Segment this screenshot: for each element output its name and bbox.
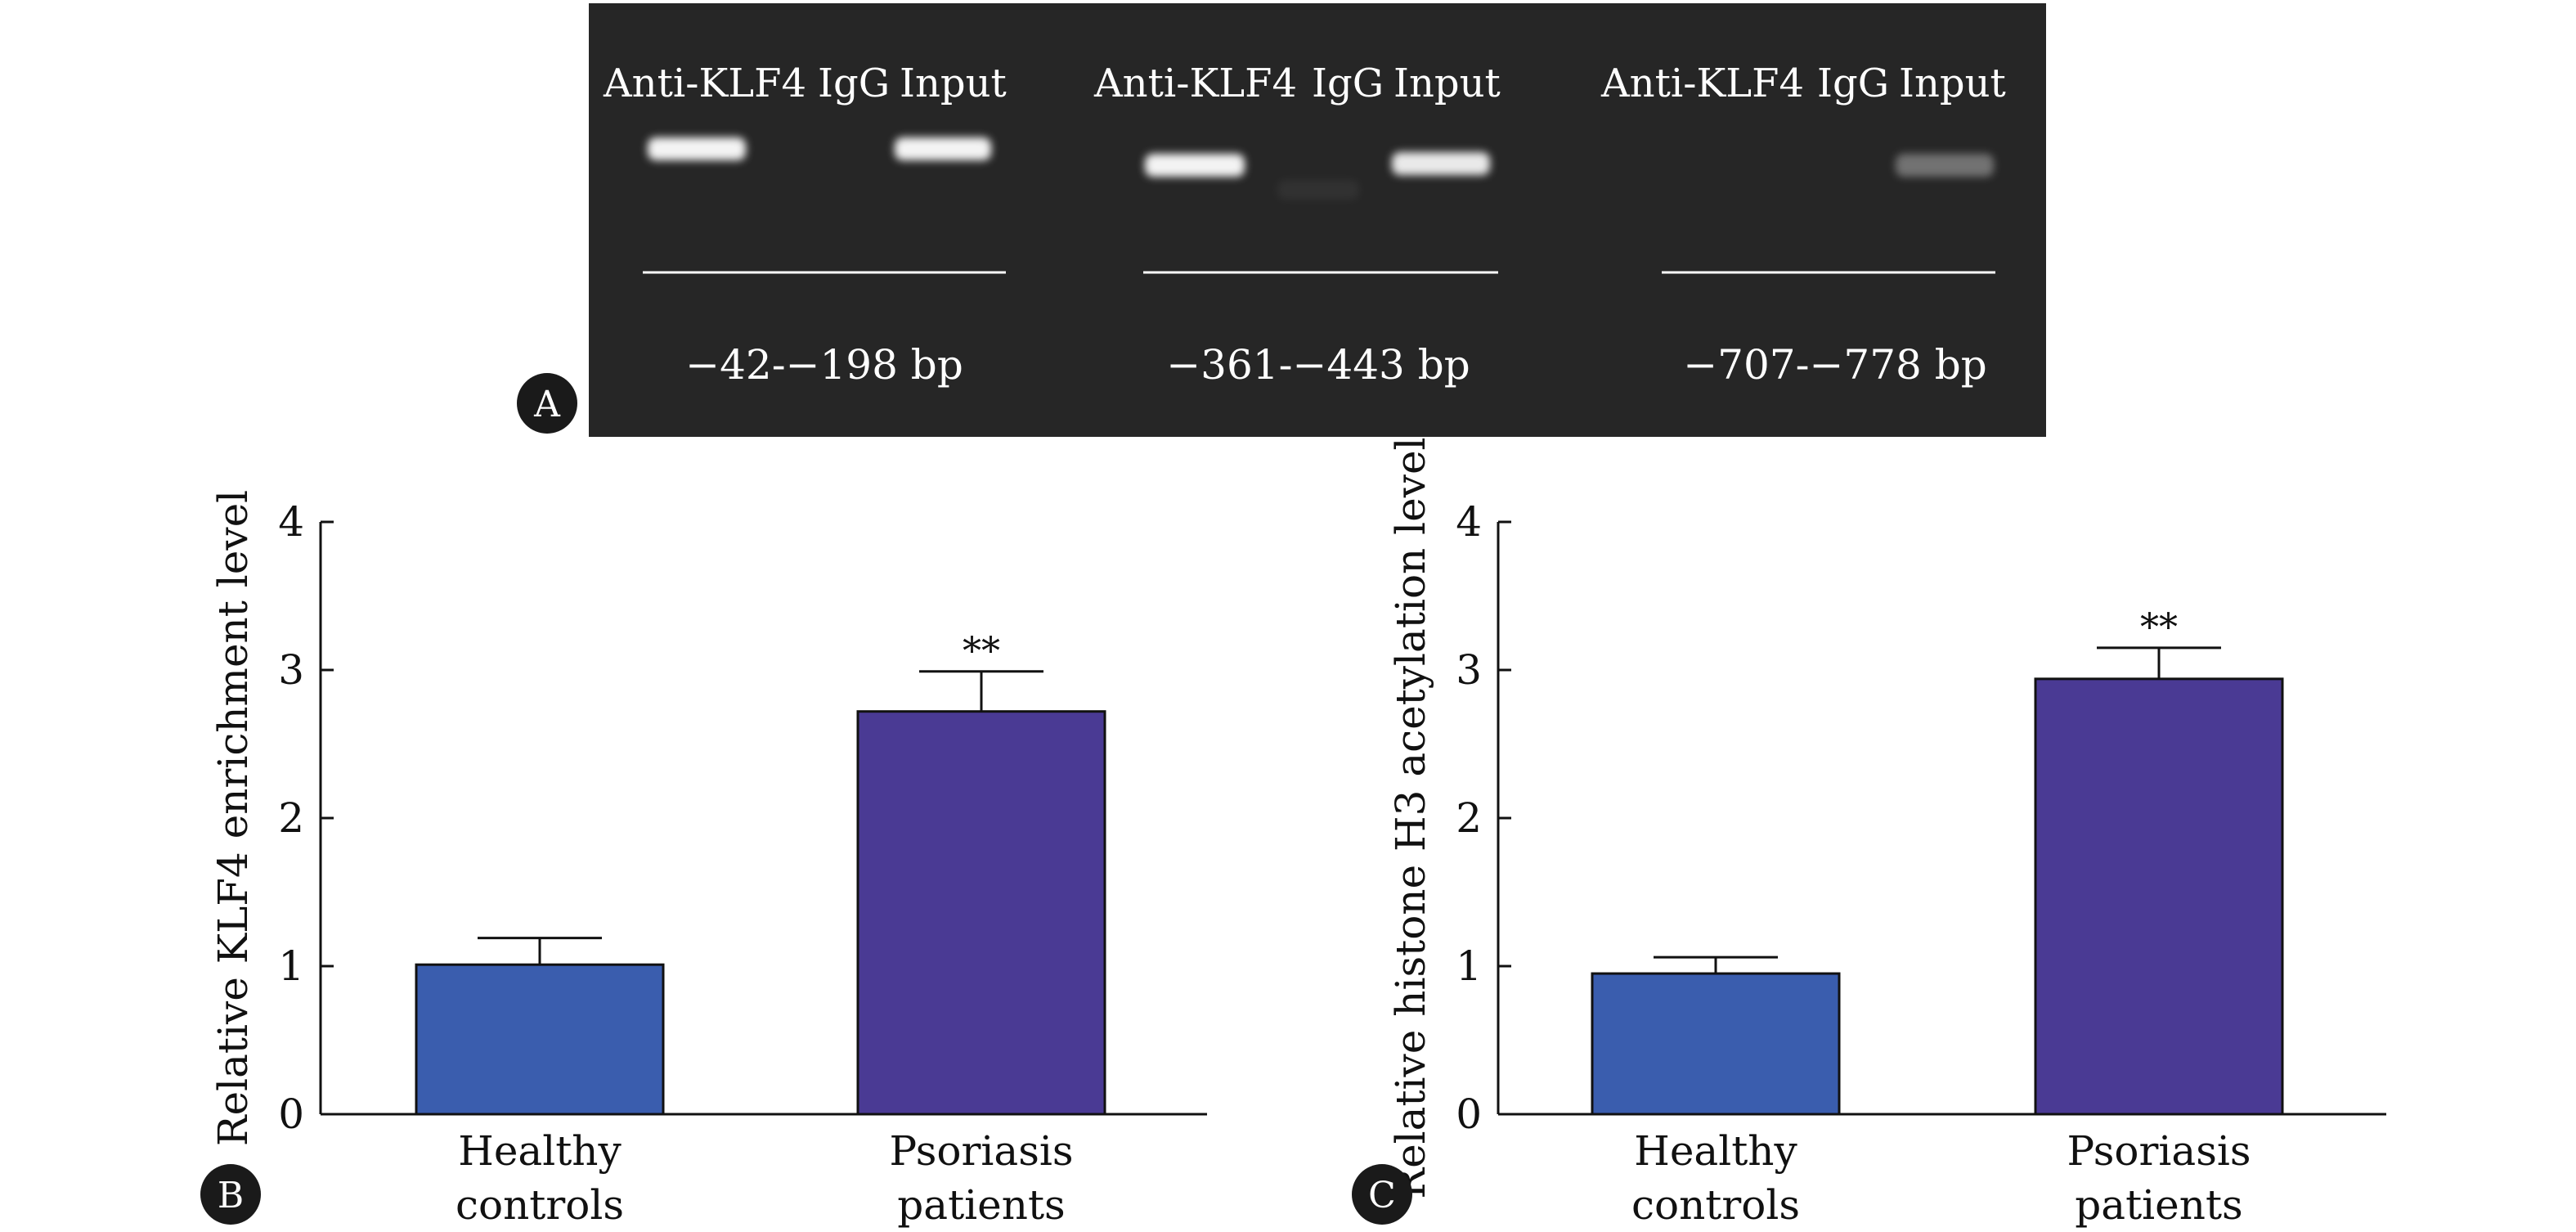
gel-region-label: −707-−778 bp xyxy=(1683,341,1986,389)
svg-text:C: C xyxy=(1368,1175,1396,1216)
significance-marker: ** xyxy=(963,628,1000,672)
svg-text:A: A xyxy=(533,384,561,425)
gel-group-2: Anti-KLF4 IgG Input −361-−443 bp xyxy=(1093,61,1501,389)
gel-band xyxy=(1145,154,1245,177)
chart-panel-c: 0 1 2 3 4 Relative histone H3 acetylation lev… xyxy=(1352,437,2386,1229)
gel-lane-label: Input xyxy=(900,61,1007,106)
y-axis-title: Relative histone H3 acetylation level xyxy=(1387,437,1434,1198)
svg-text:B: B xyxy=(218,1175,244,1216)
gel-lane-label: Anti-KLF4 xyxy=(603,61,806,106)
y-tick-label: 2 xyxy=(1456,794,1482,842)
y-tick-label: 3 xyxy=(278,646,304,694)
y-tick-label: 3 xyxy=(1456,646,1482,694)
category-label-line2: controls xyxy=(1631,1181,1800,1229)
y-axis-title: Relative KLF4 enrichment level xyxy=(209,490,257,1146)
gel-lane-label: Anti-KLF4 xyxy=(1093,61,1297,106)
category-label-line2: patients xyxy=(897,1181,1065,1229)
category-label-line1: Psoriasis xyxy=(889,1127,1073,1175)
gel-background xyxy=(589,3,2046,437)
gel-band xyxy=(648,137,746,160)
gel-region-label: −361-−443 bp xyxy=(1166,341,1470,389)
y-tick-label: 2 xyxy=(278,794,304,842)
gel-band xyxy=(1896,154,1994,177)
gel-group-1: Anti-KLF4 IgG Input −42-−198 bp xyxy=(603,61,1007,389)
gel-region-label: −42-−198 bp xyxy=(685,341,963,389)
bar xyxy=(2034,677,2284,1116)
category-label-line1: Healthy xyxy=(458,1127,622,1175)
panel-a-gel: Anti-KLF4 IgG Input −42-−198 bp Anti-KLF… xyxy=(517,3,2046,437)
gel-lane-label: Input xyxy=(1899,61,2006,106)
bar xyxy=(856,710,1106,1116)
y-tick-label: 1 xyxy=(278,942,304,990)
gel-band xyxy=(895,137,991,160)
category-label-line1: Healthy xyxy=(1634,1127,1797,1175)
gel-lane-label: Anti-KLF4 xyxy=(1600,61,1804,106)
y-tick-label: 0 xyxy=(1456,1090,1482,1138)
y-tick-label: 4 xyxy=(278,498,304,546)
significance-marker: ** xyxy=(2140,605,2178,649)
gel-band xyxy=(1277,180,1359,200)
chart-panel-b: 0 1 2 3 4 Relative KLF4 enrichment level Healt… xyxy=(200,490,1207,1229)
gel-lane-label: IgG xyxy=(1817,61,1889,106)
gel-lane-label: Input xyxy=(1393,61,1501,106)
y-tick-label: 0 xyxy=(278,1090,304,1138)
panel-letter-a: A xyxy=(517,373,577,434)
gel-band xyxy=(1392,152,1490,175)
bar xyxy=(1591,972,1841,1116)
category-label-line2: controls xyxy=(456,1181,624,1229)
y-tick-label: 1 xyxy=(1456,942,1482,990)
category-label-line1: Psoriasis xyxy=(2067,1127,2251,1175)
category-label-line2: patients xyxy=(2075,1181,2242,1229)
gel-lane-label: IgG xyxy=(818,61,890,106)
gel-lane-label: IgG xyxy=(1312,61,1384,106)
gel-group-3: Anti-KLF4 IgG Input −707-−778 bp xyxy=(1600,61,2006,389)
panel-letter-c: C xyxy=(1352,1164,1412,1225)
panel-letter-b: B xyxy=(200,1164,261,1225)
bar xyxy=(415,963,665,1116)
y-tick-label: 4 xyxy=(1456,498,1482,546)
